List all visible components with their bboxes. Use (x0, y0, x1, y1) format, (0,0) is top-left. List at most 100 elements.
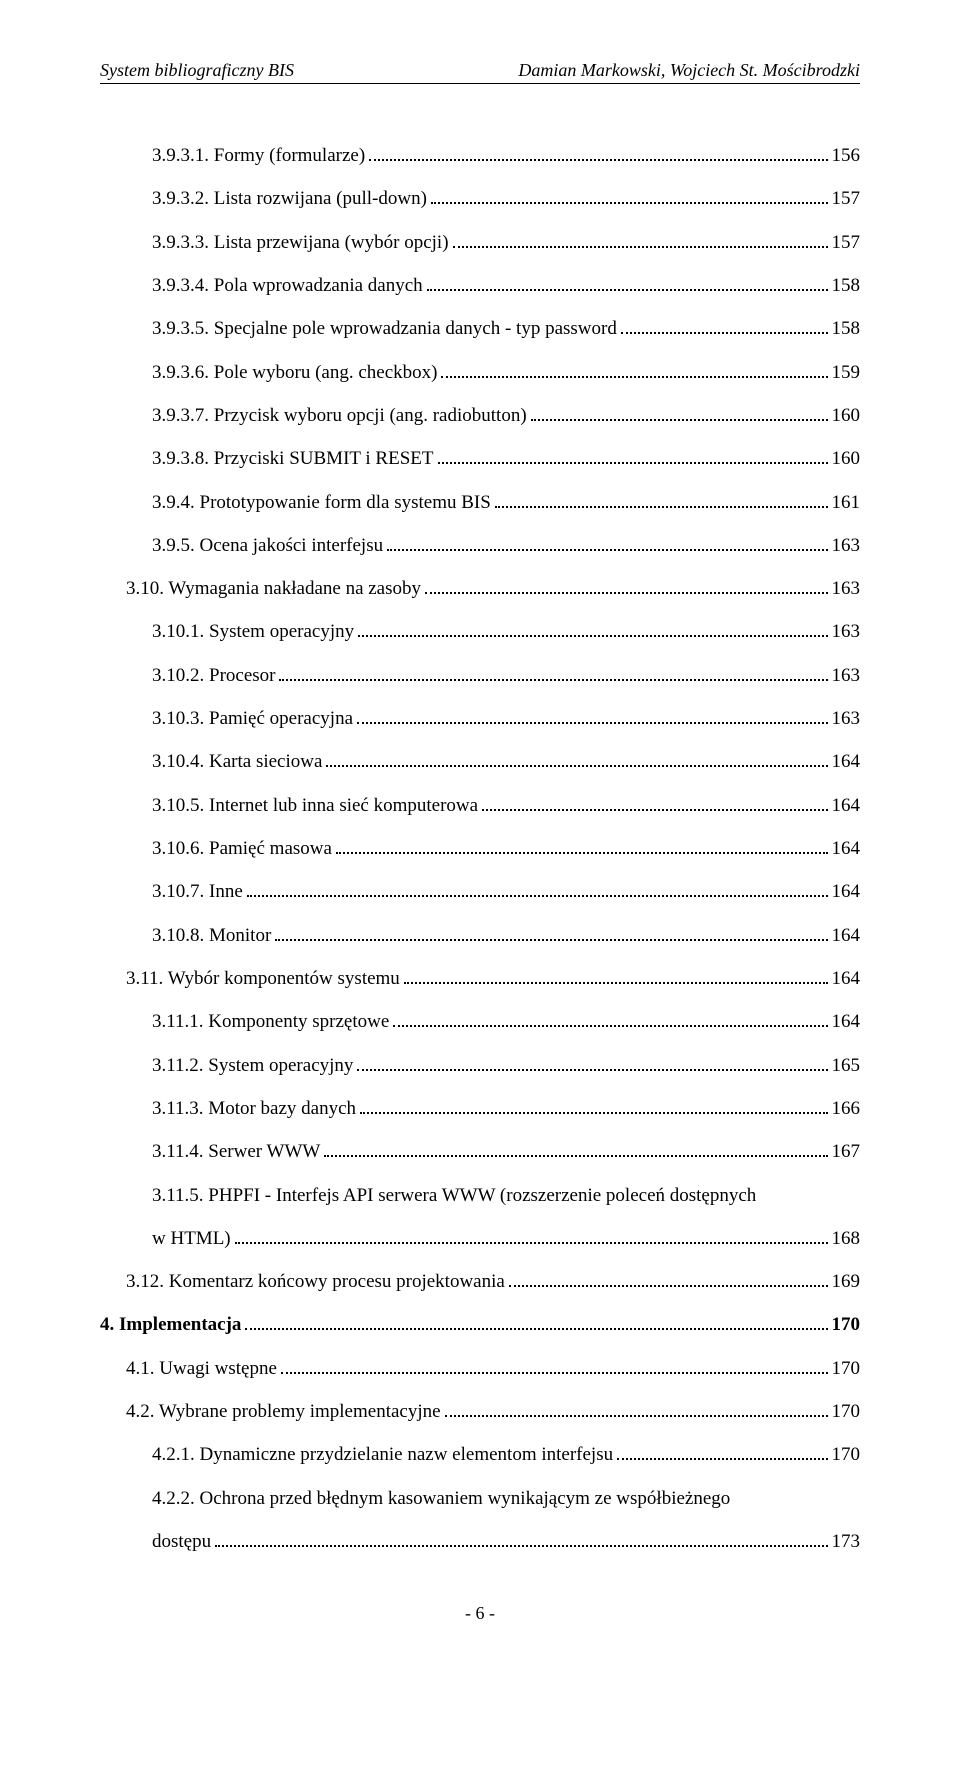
toc-page-number: 170 (832, 1433, 861, 1476)
toc-label: 3.11.3. Motor bazy danych (152, 1087, 356, 1130)
toc-entry: 3.10.4. Karta sieciowa 164 (100, 740, 860, 783)
toc-entry: 4. Implementacja 170 (100, 1303, 860, 1346)
toc-label: 3.9.3.2. Lista rozwijana (pull-down) (152, 177, 427, 220)
toc-entry: 4.2.2. Ochrona przed błędnym kasowaniem … (100, 1477, 860, 1520)
toc-leader-dots (427, 274, 828, 291)
toc-leader-dots (425, 577, 827, 594)
toc-leader-dots (326, 750, 827, 767)
toc-page-number: 156 (832, 134, 861, 177)
toc-label: 3.10. Wymagania nakładane na zasoby (126, 567, 421, 610)
toc-page-number: 157 (832, 177, 861, 220)
toc-leader-dots (279, 664, 827, 681)
toc-leader-dots (617, 1443, 827, 1460)
toc-entry: 3.10.1. System operacyjny 163 (100, 610, 860, 653)
toc-entry: 3.9.3.6. Pole wyboru (ang. checkbox) 159 (100, 351, 860, 394)
toc-entry: 3.9.4. Prototypowanie form dla systemu B… (100, 481, 860, 524)
header-left: System bibliograficzny BIS (100, 60, 294, 81)
toc-label: 3.11.5. PHPFI - Interfejs API serwera WW… (152, 1174, 756, 1217)
toc-leader-dots (495, 490, 828, 507)
toc-leader-dots (621, 317, 828, 334)
toc-page-number: 160 (832, 394, 861, 437)
toc-entry: 3.9.3.1. Formy (formularze) 156 (100, 134, 860, 177)
toc-page-number: 168 (832, 1217, 861, 1260)
toc-page-number: 163 (832, 610, 861, 653)
toc-page-number: 158 (832, 264, 861, 307)
toc-entry: 4.2. Wybrane problemy implementacyjne 17… (100, 1390, 860, 1433)
toc-leader-dots (482, 794, 827, 811)
toc-leader-dots (369, 144, 827, 161)
toc-leader-dots (445, 1400, 828, 1417)
toc-page-number: 165 (832, 1044, 861, 1087)
toc-page-number: 170 (832, 1347, 861, 1390)
toc-label: 3.9.4. Prototypowanie form dla systemu B… (152, 481, 491, 524)
toc-page-number: 161 (832, 481, 861, 524)
toc-page-number: 160 (832, 437, 861, 480)
toc-page-number: 163 (832, 567, 861, 610)
toc-entry: 3.9.3.5. Specjalne pole wprowadzania dan… (100, 307, 860, 350)
toc-entry: 4.2.1. Dynamiczne przydzielanie nazw ele… (100, 1433, 860, 1476)
toc-entry: 3.10. Wymagania nakładane na zasoby 163 (100, 567, 860, 610)
toc-label: 3.9.3.7. Przycisk wyboru opcji (ang. rad… (152, 394, 527, 437)
toc-entry: 3.10.7. Inne 164 (100, 870, 860, 913)
toc-leader-dots (453, 231, 828, 248)
toc-label: dostępu (152, 1520, 211, 1563)
toc-label: 3.11.4. Serwer WWW (152, 1130, 320, 1173)
toc-label: 3.9.3.1. Formy (formularze) (152, 134, 365, 177)
toc-page-number: 167 (832, 1130, 861, 1173)
toc-page-number: 166 (832, 1087, 861, 1130)
toc-leader-dots (531, 404, 828, 421)
toc-page-number: 157 (832, 221, 861, 264)
header-right: Damian Markowski, Wojciech St. Mościbrod… (518, 60, 860, 81)
toc-leader-dots (404, 967, 828, 984)
toc-entry: 3.10.5. Internet lub inna sieć komputero… (100, 784, 860, 827)
toc-page-number: 164 (832, 957, 861, 1000)
toc-leader-dots (245, 1313, 827, 1330)
toc-label: 3.9.5. Ocena jakości interfejsu (152, 524, 383, 567)
table-of-contents: 3.9.3.1. Formy (formularze) 1563.9.3.2. … (100, 134, 860, 1563)
toc-page-number: 163 (832, 524, 861, 567)
toc-page-number: 164 (832, 914, 861, 957)
toc-leader-dots (324, 1140, 827, 1157)
toc-label: 3.10.6. Pamięć masowa (152, 827, 332, 870)
toc-label: 3.10.2. Procesor (152, 654, 275, 697)
toc-leader-dots (281, 1357, 828, 1374)
toc-label: 3.9.3.6. Pole wyboru (ang. checkbox) (152, 351, 437, 394)
toc-label: 3.9.3.3. Lista przewijana (wybór opcji) (152, 221, 449, 264)
toc-page-number: 159 (832, 351, 861, 394)
toc-entry: 3.9.3.3. Lista przewijana (wybór opcji) … (100, 221, 860, 264)
toc-page-number: 164 (832, 1000, 861, 1043)
toc-label: 4. Implementacja (100, 1303, 241, 1346)
toc-page-number: 163 (832, 654, 861, 697)
toc-page-number: 164 (832, 784, 861, 827)
toc-label: 4.2.1. Dynamiczne przydzielanie nazw ele… (152, 1433, 613, 1476)
toc-entry: 3.11.3. Motor bazy danych 166 (100, 1087, 860, 1130)
toc-label: 3.10.3. Pamięć operacyjna (152, 697, 353, 740)
toc-entry: 3.10.2. Procesor 163 (100, 654, 860, 697)
toc-leader-dots (275, 924, 827, 941)
toc-entry: 3.9.3.2. Lista rozwijana (pull-down) 157 (100, 177, 860, 220)
toc-label: 3.10.5. Internet lub inna sieć komputero… (152, 784, 478, 827)
toc-leader-dots (215, 1530, 827, 1547)
toc-entry: dostępu 173 (100, 1520, 860, 1563)
toc-label: 3.11.1. Komponenty sprzętowe (152, 1000, 389, 1043)
toc-entry: 3.11.5. PHPFI - Interfejs API serwera WW… (100, 1174, 860, 1217)
toc-leader-dots (357, 707, 827, 724)
toc-label: 3.9.3.4. Pola wprowadzania danych (152, 264, 423, 307)
toc-page-number: 170 (832, 1390, 861, 1433)
toc-entry: 3.11.1. Komponenty sprzętowe 164 (100, 1000, 860, 1043)
toc-leader-dots (336, 837, 828, 854)
toc-page-number: 158 (832, 307, 861, 350)
toc-leader-dots (235, 1227, 828, 1244)
toc-entry: 3.11.4. Serwer WWW 167 (100, 1130, 860, 1173)
toc-entry: 3.9.3.4. Pola wprowadzania danych 158 (100, 264, 860, 307)
toc-entry: 3.11.2. System operacyjny 165 (100, 1044, 860, 1087)
toc-entry: 3.10.8. Monitor 164 (100, 914, 860, 957)
toc-entry: 3.10.3. Pamięć operacyjna 163 (100, 697, 860, 740)
toc-leader-dots (393, 1010, 827, 1027)
toc-leader-dots (387, 534, 827, 551)
toc-label: 3.10.7. Inne (152, 870, 243, 913)
toc-label: 3.11. Wybór komponentów systemu (126, 957, 400, 1000)
toc-page-number: 164 (832, 827, 861, 870)
toc-entry: 4.1. Uwagi wstępne 170 (100, 1347, 860, 1390)
toc-entry: w HTML) 168 (100, 1217, 860, 1260)
